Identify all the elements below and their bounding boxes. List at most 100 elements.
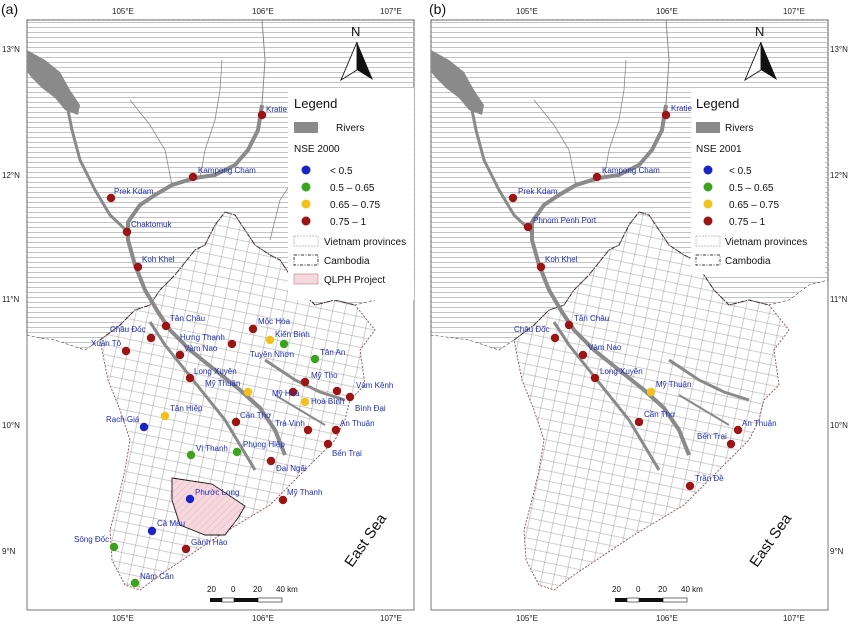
- station-label: Long Xuyên: [194, 367, 237, 376]
- station-marker: [147, 526, 157, 536]
- station-marker: [121, 346, 131, 356]
- rivers: [470, 19, 750, 471]
- lon-label-107-bottom: 107°E: [783, 614, 805, 623]
- rivers-swatch: [696, 122, 720, 133]
- station-marker: [186, 450, 196, 460]
- station-marker: [508, 193, 518, 203]
- legend-dot-0751: [301, 216, 311, 226]
- station: Cần Thơ: [634, 410, 676, 427]
- station: Mỹ Thanh: [278, 488, 322, 505]
- station-label: Kiến Bình: [275, 330, 310, 339]
- svg-text:20: 20: [612, 585, 621, 594]
- station: Vàm Kênh: [332, 381, 393, 396]
- station-label: Hưng Thạnh: [180, 333, 225, 342]
- station-label: Bến Trại: [332, 449, 362, 458]
- station: Cần Thơ: [231, 411, 272, 427]
- station-marker: [160, 411, 170, 421]
- station-marker: [523, 222, 533, 232]
- station-marker: [243, 387, 253, 397]
- lat-label-9: 9°N: [2, 547, 16, 556]
- station: Trà Vinh: [275, 419, 313, 435]
- svg-text:N: N: [351, 24, 360, 39]
- lon-label-106-bottom: 106°E: [656, 614, 678, 623]
- station-marker: [300, 397, 310, 407]
- station-marker: [331, 425, 341, 435]
- legend-class-1: 0.5 – 0.65: [729, 183, 774, 194]
- station: Long Xuyên: [185, 367, 237, 383]
- lat-label-13: 13°N: [2, 45, 20, 54]
- svg-text:40 km: 40 km: [276, 585, 298, 594]
- station: Kratie: [257, 105, 287, 120]
- lon-label-105: 105°E: [516, 7, 538, 16]
- station-marker: [257, 110, 267, 120]
- station-marker: [661, 110, 671, 120]
- station: Prek Kdam: [508, 187, 558, 203]
- legend-title: Legend: [294, 96, 337, 111]
- svg-text:20: 20: [658, 585, 667, 594]
- station: Bến Trại: [323, 439, 362, 458]
- legend-class-0: < 0.5: [330, 166, 353, 177]
- legend-class-3: 0.75 – 1: [330, 217, 367, 228]
- station: Mỹ Tho: [300, 371, 338, 387]
- station: Tuyên Nhơn: [250, 335, 294, 359]
- legend-class-2: 0.65 – 0.75: [729, 200, 779, 211]
- station: Hưng Thạnh: [180, 333, 237, 349]
- legend-class-3: 0.75 – 1: [729, 217, 766, 228]
- station-marker: [248, 324, 258, 334]
- station: Tân An: [310, 348, 345, 364]
- lon-label-106: 106°E: [656, 7, 678, 16]
- station-label: Koh Khel: [545, 255, 578, 264]
- legend: Legend Rivers NSE 2001 < 0.5 0.5 – 0.65 …: [691, 88, 825, 274]
- svg-text:20: 20: [207, 585, 216, 594]
- station-label: Bình Đại: [355, 404, 386, 413]
- station: Châu Đốc: [514, 325, 560, 343]
- svg-text:40 km: 40 km: [681, 585, 703, 594]
- lat-label-12: 12°N: [2, 171, 20, 180]
- station: Tân Châu: [564, 314, 609, 330]
- station-label: Mỹ Thuận: [656, 380, 691, 389]
- legend-nse-title: NSE 2001: [696, 144, 742, 155]
- legend-dot-06575: [703, 199, 713, 209]
- station-label: Hoà Bình: [311, 397, 344, 406]
- station-label: Sông Đốc: [74, 535, 109, 544]
- station-marker: [133, 262, 143, 272]
- station: Bình Đại: [345, 392, 386, 413]
- station: Prek Kdam: [106, 187, 154, 203]
- station: Phước Long: [185, 488, 239, 504]
- legend-cambodia: Cambodia: [725, 256, 771, 267]
- station-label: Vàm Nao: [588, 343, 622, 352]
- station-marker: [161, 321, 171, 331]
- station-marker: [130, 578, 140, 588]
- lon-label-105-bottom: 105°E: [516, 614, 538, 623]
- station-label: Cần Thơ: [644, 410, 676, 419]
- legend-dot-06575: [301, 199, 311, 209]
- legend-dot-lt05: [301, 165, 311, 175]
- cambodia-swatch: [695, 254, 721, 266]
- station-label: Chaktomuk: [131, 220, 172, 229]
- station-marker: [265, 335, 275, 345]
- station-label: Koh Khel: [142, 255, 175, 264]
- station-marker: [288, 387, 298, 397]
- station-label: Xuân Tô: [91, 339, 122, 348]
- station-label: Mộc Hóa: [258, 317, 291, 326]
- station-marker: [185, 373, 195, 383]
- station: Rạch Giá: [106, 415, 149, 432]
- station: Kampong Cham: [592, 166, 660, 182]
- station-label: Tân Châu: [170, 314, 205, 323]
- station-marker: [146, 333, 156, 343]
- station-marker: [345, 392, 355, 402]
- station: Hoà Bình: [300, 397, 344, 407]
- station-marker: [578, 350, 588, 360]
- station: Châu Đốc: [110, 325, 156, 343]
- legend-class-1: 0.5 – 0.65: [330, 183, 375, 194]
- station: Tân Hiệp: [160, 404, 203, 421]
- station-marker: [175, 350, 185, 360]
- station-marker: [188, 172, 198, 182]
- station: Mộc Hóa: [248, 317, 291, 334]
- north-arrow-icon: N: [744, 24, 777, 82]
- station-label: Mỹ Thanh: [287, 488, 322, 497]
- provinces-swatch: [293, 235, 319, 247]
- lon-label-107: 107°E: [783, 7, 805, 16]
- station: Năm Căn: [130, 572, 174, 588]
- station: An Thuận: [331, 419, 375, 435]
